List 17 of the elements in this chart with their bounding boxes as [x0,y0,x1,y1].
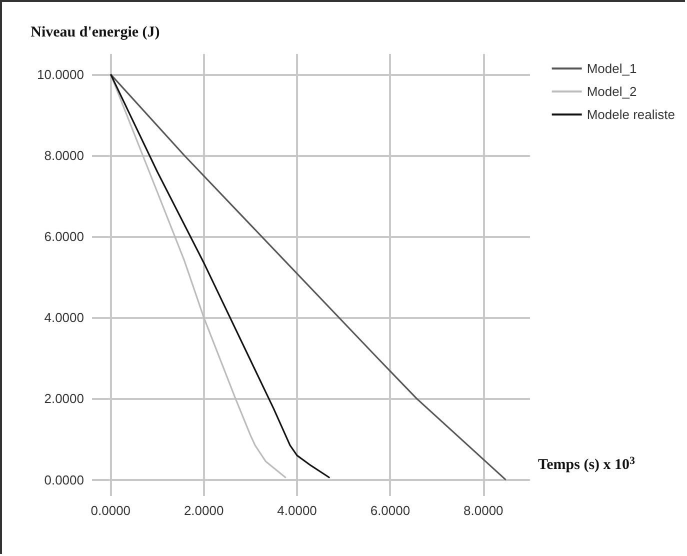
line-series [110,73,330,479]
line-series [110,73,507,481]
y-tick-label: 2.0000 [44,391,84,406]
legend-label: Modele realiste [586,107,675,122]
x-tick-label: 4.0000 [277,503,317,518]
x-tick-label: 2.0000 [184,503,224,518]
y-tick-label: 8.0000 [44,148,84,163]
legend-label: Model_1 [586,61,637,76]
y-tick-label: 10.0000 [37,66,84,82]
y-tick-label: 4.0000 [44,310,84,326]
y-axis-title: Niveau d'energie (J) [30,24,160,40]
y-tick-label: 6.0000 [44,228,84,244]
x-tick-label: 8.0000 [464,503,504,518]
y-tick-label: 0.0000 [44,472,84,488]
x-tick-label: 0.0000 [90,503,131,518]
x-tick-label: 6.0000 [370,503,410,518]
legend-label: Model_2 [586,84,637,99]
